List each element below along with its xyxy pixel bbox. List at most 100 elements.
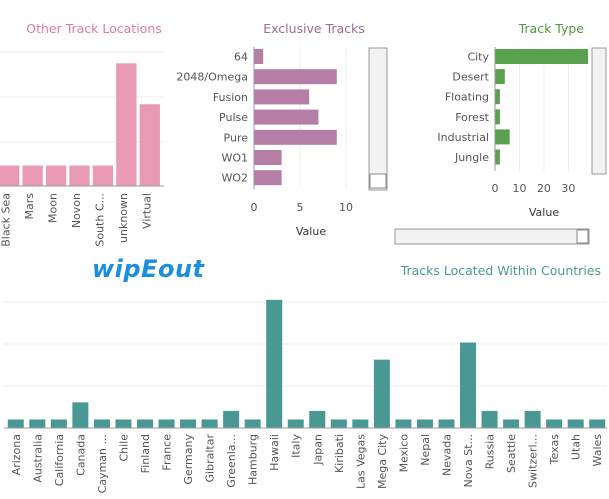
y-tick-label: Pulse — [219, 111, 248, 124]
bar — [254, 150, 282, 165]
exclusive-tracks-scrollbar-thumb[interactable] — [369, 173, 387, 189]
y-tick-label: Jungle — [454, 151, 489, 164]
y-tick-label: 64 — [234, 51, 248, 64]
y-tick-label: Floating — [445, 91, 489, 104]
track-type-chart: Track Type Value 0 10 20 30 City Desert Floati… — [394, 21, 607, 245]
x-tick-label: Germany — [182, 434, 195, 485]
track-type-x-axis-label: Value — [529, 206, 559, 219]
x-tick-label: Nepal — [419, 434, 432, 466]
x-tick-label: South C... — [93, 193, 106, 247]
bar — [115, 419, 132, 428]
x-tick-label: Japan — [311, 434, 324, 466]
x-tick-label: Texas — [548, 434, 561, 466]
bar — [460, 342, 477, 428]
x-tick-label: California — [53, 434, 66, 486]
bar — [495, 49, 588, 64]
bar — [254, 129, 337, 145]
bar — [139, 104, 160, 186]
x-tick-label: Arizona — [10, 434, 23, 475]
tracks-within-countries-title: Tracks Located Within Countries — [400, 263, 601, 278]
x-tick-label: Kiribati — [333, 434, 346, 473]
bar — [180, 419, 197, 428]
x-tick-label: Mega City — [376, 434, 389, 490]
x-tick-label: Australia — [31, 434, 44, 483]
y-tick-label: Fusion — [213, 91, 248, 104]
x-tick-label: Italy — [290, 434, 303, 458]
y-tick-label: Pure — [224, 131, 249, 144]
bar — [567, 419, 584, 428]
other-track-locations-chart: Other Track Locations Black Sea Mars Moon N… — [0, 21, 164, 247]
bar — [22, 165, 43, 186]
x-tick-label: 5 — [297, 201, 304, 214]
bar — [201, 419, 218, 428]
bar — [92, 165, 114, 186]
bar — [254, 69, 337, 85]
bar — [495, 109, 500, 125]
bar — [495, 149, 500, 165]
bar — [116, 63, 137, 187]
track-type-vertical-scrollbar[interactable] — [591, 47, 607, 175]
y-tick-label: City — [467, 51, 489, 64]
x-tick-label: Las Vegas — [354, 434, 367, 489]
x-tick-label: Utah — [570, 434, 583, 460]
x-tick-label: Nevada — [440, 434, 453, 476]
x-tick-label: 30 — [561, 182, 575, 195]
bar — [330, 419, 347, 428]
bar — [416, 419, 433, 428]
x-tick-label: Cayman ... — [96, 434, 109, 493]
bar — [254, 170, 282, 186]
bar — [50, 419, 67, 428]
y-tick-label: Forest — [455, 111, 489, 124]
bar — [244, 419, 261, 428]
bar — [373, 359, 390, 428]
bar — [72, 402, 89, 428]
bar — [503, 419, 520, 428]
x-tick-label: Seattle — [505, 434, 518, 473]
bar — [524, 410, 541, 428]
bar — [495, 89, 500, 105]
x-tick-label: Greenla... — [225, 434, 238, 488]
x-tick-label: 0 — [251, 201, 258, 214]
bar — [29, 419, 46, 428]
bar — [481, 410, 498, 428]
x-tick-label: unknown — [117, 193, 130, 243]
x-tick-label: France — [161, 434, 174, 471]
bar — [287, 419, 304, 428]
x-tick-label: Black Sea — [0, 193, 13, 247]
y-tick-label: WO2 — [221, 172, 248, 185]
wipeout-logo: wipEout — [92, 255, 206, 283]
bar — [7, 419, 24, 428]
bar — [254, 49, 264, 64]
exclusive-tracks-title: Exclusive Tracks — [263, 21, 365, 36]
x-tick-label: 20 — [537, 182, 551, 195]
bar — [352, 419, 369, 428]
bar — [45, 165, 67, 186]
x-tick-label: Switzerl... — [527, 434, 540, 488]
x-tick-label: Canada — [74, 434, 87, 476]
bar — [495, 129, 510, 145]
x-tick-label: Moon — [47, 193, 60, 223]
x-tick-label: Finland — [139, 434, 152, 473]
x-tick-label: Wales — [591, 434, 604, 467]
x-tick-label: 10 — [512, 182, 526, 195]
x-tick-label: Chile — [117, 434, 130, 462]
bar — [589, 419, 606, 428]
bar — [309, 410, 326, 428]
track-type-horizontal-scrollbar[interactable] — [394, 228, 590, 245]
x-tick-label: Gibraltar — [204, 434, 217, 483]
bar — [495, 69, 505, 85]
other-track-locations-title: Other Track Locations — [26, 21, 162, 36]
x-tick-label: Nova St... — [462, 434, 475, 488]
bar — [93, 419, 110, 428]
bar — [223, 410, 240, 428]
x-tick-label: 10 — [339, 201, 353, 214]
bar — [158, 419, 175, 428]
x-tick-label: Hamburg — [247, 434, 260, 485]
exclusive-tracks-scrollbar[interactable] — [368, 47, 388, 191]
bar — [266, 299, 283, 428]
x-tick-label: Virtual — [140, 193, 153, 229]
bar — [254, 109, 319, 125]
track-type-horizontal-scrollbar-thumb[interactable] — [576, 229, 589, 244]
y-tick-label: WO1 — [221, 152, 248, 165]
